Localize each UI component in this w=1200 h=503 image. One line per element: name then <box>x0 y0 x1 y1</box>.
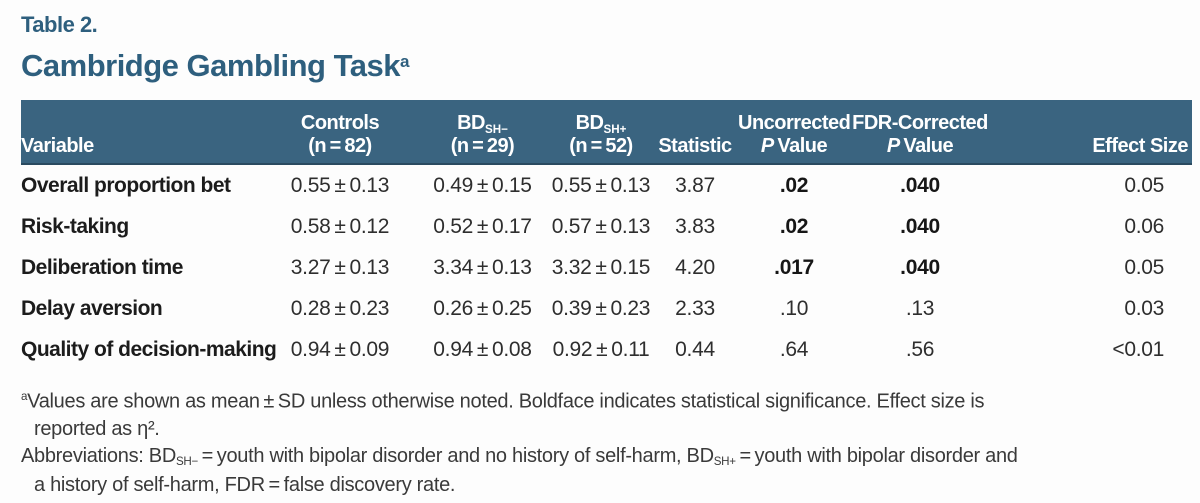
cell-bd-sh-minus: 3.34 ± 0.13 <box>433 255 532 279</box>
cell-variable: Delay aversion <box>21 296 163 320</box>
table-row: Delay aversion 0.28 ± 0.23 0.26 ± 0.25 0… <box>21 288 1192 329</box>
cell-variable: Quality of decision-making <box>21 337 277 361</box>
footnote-abbreviations-line1: Abbreviations: BDSH− = youth with bipola… <box>21 444 1018 469</box>
cell-variable: Overall proportion bet <box>21 173 231 197</box>
cell-effect-size: 0.05 <box>1124 173 1164 197</box>
table-row: Quality of decision-making 0.94 ± 0.09 0… <box>21 329 1192 370</box>
cell-controls: 0.58 ± 0.12 <box>290 214 390 238</box>
cell-statistic: 0.44 <box>675 337 715 361</box>
cell-statistic: 3.87 <box>675 173 715 197</box>
cell-p-uncorrected: .10 <box>779 296 809 320</box>
table-header-row: Variable Controls (n = 82) BDSH− (n = 29… <box>21 100 1192 165</box>
header-cell-bd-sh-minus: BDSH− (n = 29) <box>450 112 515 157</box>
cell-bd-sh-minus: 0.94 ± 0.08 <box>433 337 532 361</box>
table-number-label: Table 2. <box>21 12 98 37</box>
cell-bd-sh-minus: 0.52 ± 0.17 <box>433 214 532 238</box>
cell-bd-sh-plus: 0.39 ± 0.23 <box>551 296 651 320</box>
cell-bd-sh-minus: 0.49 ± 0.15 <box>433 173 532 197</box>
table-title: Cambridge Gambling Taska <box>21 50 1192 81</box>
table-body: Overall proportion bet 0.55 ± 0.13 0.49 … <box>21 165 1192 370</box>
cell-effect-size: 0.06 <box>1124 214 1164 238</box>
cell-p-uncorrected: .64 <box>779 337 809 361</box>
table-title-footnote-marker: a <box>399 52 409 71</box>
cell-statistic: 2.33 <box>675 296 715 320</box>
table-row: Overall proportion bet 0.55 ± 0.13 0.49 … <box>21 165 1192 206</box>
table-row: Deliberation time 3.27 ± 0.13 3.34 ± 0.1… <box>21 247 1192 288</box>
cell-p-fdr: .13 <box>905 296 935 320</box>
table-footnotes: aValues are shown as mean ± SD unless ot… <box>21 383 1192 499</box>
cell-bd-sh-plus: 3.32 ± 0.15 <box>551 255 651 279</box>
cell-bd-sh-plus: 0.92 ± 0.11 <box>552 337 650 361</box>
header-cell-statistic: Statistic <box>658 135 732 157</box>
cell-p-fdr: .040 <box>900 255 940 279</box>
cell-p-fdr: .040 <box>900 214 940 238</box>
footnote-a-marker: a <box>21 390 28 403</box>
cell-statistic: 3.83 <box>675 214 715 238</box>
table-title-text: Cambridge Gambling Task <box>21 48 400 83</box>
cell-controls: 0.55 ± 0.13 <box>290 173 390 197</box>
header-cell-uncorrected-p: Uncorrected P Value <box>738 112 851 157</box>
cell-p-uncorrected: .02 <box>779 214 809 238</box>
cell-p-uncorrected: .02 <box>779 173 809 197</box>
header-cell-variable: Variable <box>21 135 94 157</box>
table-row: Risk-taking 0.58 ± 0.12 0.52 ± 0.17 0.57… <box>21 206 1192 247</box>
footnote-a-line1: aValues are shown as mean ± SD unless ot… <box>21 390 985 413</box>
header-cell-fdr-p: FDR-Corrected P Value <box>852 112 988 157</box>
cell-p-fdr: .56 <box>905 337 935 361</box>
cell-controls: 0.94 ± 0.09 <box>290 337 390 361</box>
cell-controls: 3.27 ± 0.13 <box>290 255 390 279</box>
cell-effect-size: 0.05 <box>1124 255 1164 279</box>
cell-bd-sh-plus: 0.57 ± 0.13 <box>551 214 651 238</box>
cell-bd-sh-minus: 0.26 ± 0.25 <box>433 296 532 320</box>
cell-effect-size: 0.03 <box>1124 296 1164 320</box>
cell-variable: Risk-taking <box>21 214 129 238</box>
header-cell-controls: Controls (n = 82) <box>300 112 380 157</box>
footnote-abbreviations-line2: a history of self-harm, FDR = false disc… <box>34 473 456 496</box>
cell-controls: 0.28 ± 0.23 <box>290 296 390 320</box>
cell-p-fdr: .040 <box>900 173 940 197</box>
footnote-a-line2: reported as η². <box>34 417 160 440</box>
cell-p-uncorrected: .017 <box>774 255 814 279</box>
cell-statistic: 4.20 <box>675 255 715 279</box>
header-cell-bd-sh-plus: BDSH+ (n = 52) <box>569 112 633 157</box>
header-cell-effect-size: Effect Size <box>1092 135 1188 157</box>
cell-bd-sh-plus: 0.55 ± 0.13 <box>551 173 651 197</box>
cell-variable: Deliberation time <box>21 255 183 279</box>
cell-effect-size: <0.01 <box>1112 337 1164 361</box>
